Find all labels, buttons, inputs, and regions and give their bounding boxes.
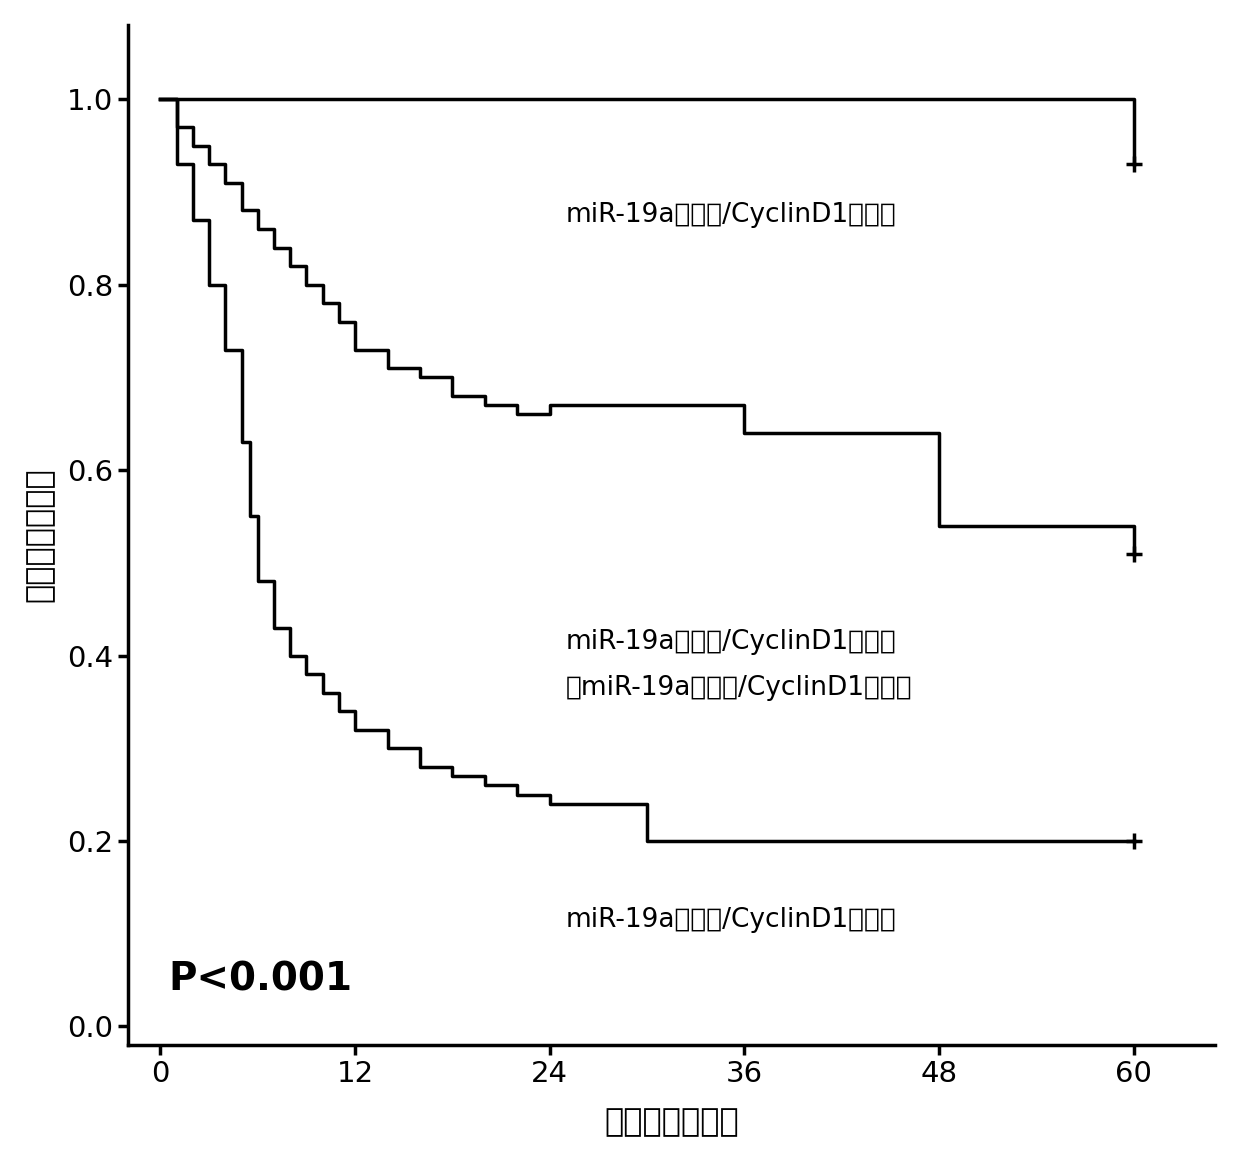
X-axis label: 术后时间（月）: 术后时间（月） [604,1107,739,1139]
Y-axis label: 五年无病生存率: 五年无病生存率 [25,468,56,602]
Text: miR-19a高表达/CyclinD1高表达: miR-19a高表达/CyclinD1高表达 [565,629,897,655]
Text: miR-19a高表达/CyclinD1低表达: miR-19a高表达/CyclinD1低表达 [565,202,897,228]
Text: 和miR-19a低表达/CyclinD1低表达: 和miR-19a低表达/CyclinD1低表达 [565,675,913,701]
Text: miR-19a低表达/CyclinD1高表达: miR-19a低表达/CyclinD1高表达 [565,907,897,933]
Text: P<0.001: P<0.001 [169,961,352,999]
